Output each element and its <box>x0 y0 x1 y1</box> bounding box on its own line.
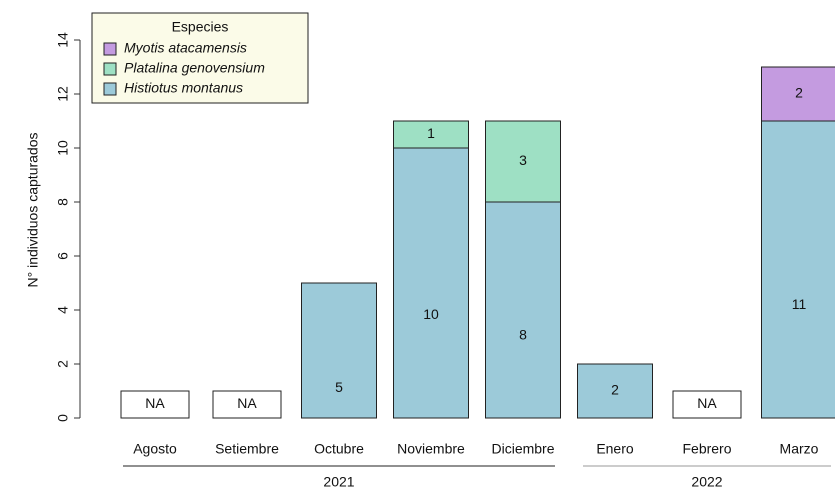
legend-label: Platalina genovensium <box>124 60 265 76</box>
data-label: 2 <box>611 382 619 398</box>
x-tick-label: Febrero <box>682 441 731 457</box>
x-tick-label: Marzo <box>780 441 819 457</box>
y-tick-label: 0 <box>55 414 71 422</box>
group-label: 2021 <box>323 474 354 490</box>
bar-segment <box>302 283 377 418</box>
y-axis-label: N° individuos capturados <box>25 132 41 287</box>
bar-segment <box>486 202 561 418</box>
x-tick-label: Octubre <box>314 441 364 457</box>
x-tick-label: Diciembre <box>491 441 554 457</box>
data-label: 5 <box>335 379 343 395</box>
data-label: 8 <box>519 327 527 343</box>
x-tick-label: Agosto <box>133 441 177 457</box>
data-label: 3 <box>519 152 527 168</box>
legend-swatch <box>104 43 116 55</box>
x-tick-label: Noviembre <box>397 441 465 457</box>
x-tick-label: Setiembre <box>215 441 279 457</box>
legend-swatch <box>104 83 116 95</box>
y-tick-label: 10 <box>55 140 71 156</box>
x-tick-label: Enero <box>596 441 634 457</box>
chart: N° individuos capturados 02468101214Agos… <box>0 0 835 494</box>
na-label: NA <box>237 395 257 411</box>
legend-label: Myotis atacamensis <box>124 40 247 56</box>
bar-segment <box>762 121 835 418</box>
legend-label: Histiotus montanus <box>124 80 243 96</box>
na-label: NA <box>697 395 717 411</box>
y-tick-label: 4 <box>55 306 71 314</box>
page: N° individuos capturados 02468101214Agos… <box>0 0 835 494</box>
legend-swatch <box>104 63 116 75</box>
group-label: 2022 <box>691 474 722 490</box>
y-tick-label: 8 <box>55 198 71 206</box>
data-label: 10 <box>423 306 439 322</box>
legend-title: Especies <box>172 19 229 35</box>
y-tick-label: 12 <box>55 86 71 102</box>
data-label: 11 <box>792 296 807 312</box>
data-label: 2 <box>795 85 803 101</box>
data-label: 1 <box>427 125 435 141</box>
na-label: NA <box>145 395 165 411</box>
y-tick-label: 14 <box>55 32 71 48</box>
y-tick-label: 2 <box>55 360 71 368</box>
bar-segment <box>394 148 469 418</box>
y-tick-label: 6 <box>55 252 71 260</box>
